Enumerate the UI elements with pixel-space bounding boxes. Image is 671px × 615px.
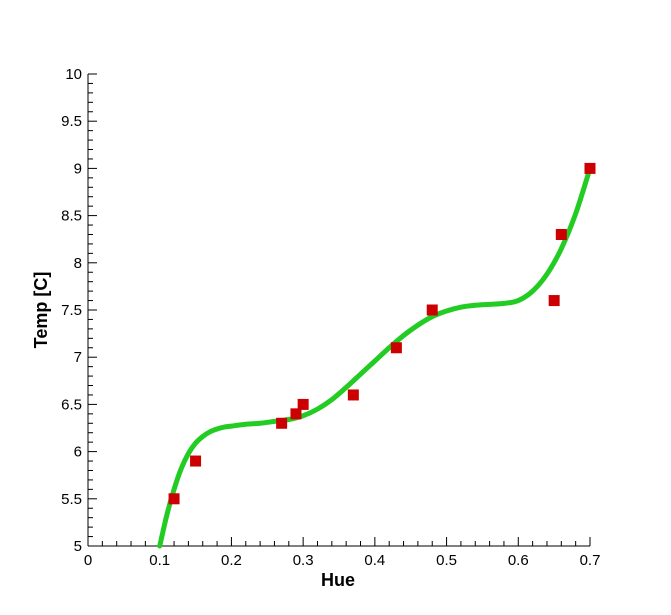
data-point [190,455,202,467]
y-tick-label: 5.5 [61,491,82,508]
y-tick-label: 6.5 [61,396,82,413]
x-tick-label: 0.2 [221,552,242,569]
y-tick-label: 5 [74,538,82,555]
x-tick-label: 0.1 [149,552,170,569]
data-point [584,162,596,174]
y-tick-label: 6 [74,444,82,461]
data-point [168,493,180,505]
x-tick-label: 0 [84,552,92,569]
data-point [276,417,288,429]
x-tick-label: 0.4 [364,552,385,569]
x-tick-label: 0.6 [508,552,529,569]
plot-area [157,162,596,549]
x-tick-label: 0.5 [436,552,457,569]
axes [87,74,590,547]
x-axis-title: Hue [321,570,355,590]
x-tick-label: 0.3 [293,552,314,569]
y-tick-label: 9.5 [61,113,82,130]
y-axis-title: Temp [C] [31,272,51,349]
fit-curve-line [157,165,593,549]
data-point [426,304,438,316]
data-point [297,398,309,410]
y-tick-label: 9 [74,160,82,177]
data-point [390,342,402,354]
data-point [555,228,567,240]
ticks: 0 0.1 0.2 0.3 0.4 0.5 0.6 0.7 5 5.5 6 6.5 7 7.5 8 8.5 9 9… [61,66,600,569]
data-point [548,295,560,307]
y-tick-label: 7.5 [61,302,82,319]
y-tick-label: 7 [74,349,82,366]
y-tick-label: 10 [65,66,82,83]
y-tick-label: 8.5 [61,208,82,225]
x-tick-label: 0.7 [580,552,601,569]
data-point [347,389,359,401]
data-point [290,408,302,420]
y-tick-label: 8 [74,255,82,272]
